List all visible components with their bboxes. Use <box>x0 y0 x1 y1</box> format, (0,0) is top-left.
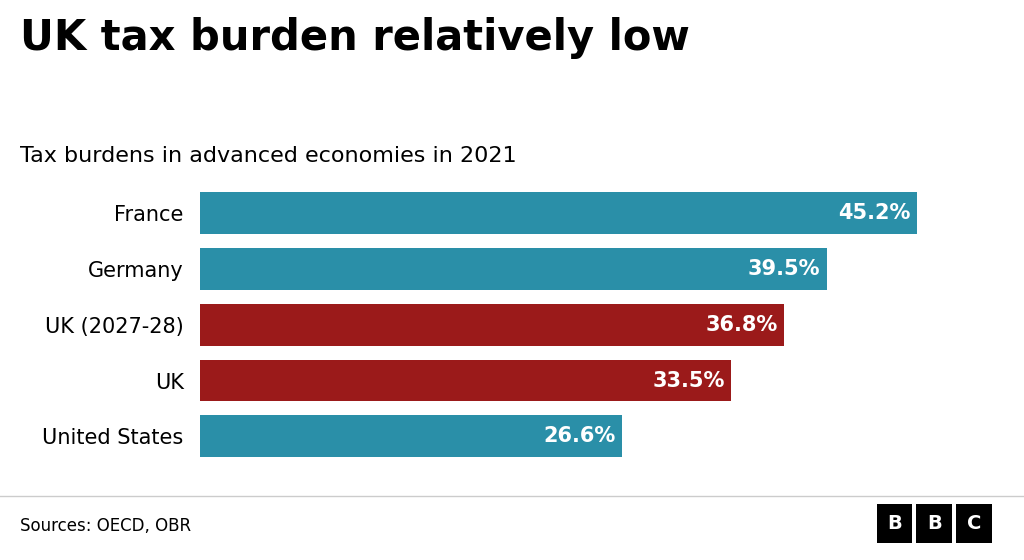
Text: 36.8%: 36.8% <box>706 315 777 335</box>
Bar <box>200 360 731 402</box>
Bar <box>200 193 918 234</box>
Bar <box>200 248 826 290</box>
Text: 39.5%: 39.5% <box>748 259 820 279</box>
Text: Tax burdens in advanced economies in 2021: Tax burdens in advanced economies in 202… <box>20 146 517 166</box>
Text: 33.5%: 33.5% <box>652 371 725 390</box>
Text: B: B <box>927 514 942 533</box>
Bar <box>200 416 622 457</box>
Text: 45.2%: 45.2% <box>839 203 910 223</box>
Text: Sources: OECD, OBR: Sources: OECD, OBR <box>20 517 191 535</box>
Bar <box>200 304 783 346</box>
Text: B: B <box>887 514 902 533</box>
Text: C: C <box>967 514 982 533</box>
Text: 26.6%: 26.6% <box>544 426 615 446</box>
Text: UK tax burden relatively low: UK tax burden relatively low <box>20 17 690 59</box>
